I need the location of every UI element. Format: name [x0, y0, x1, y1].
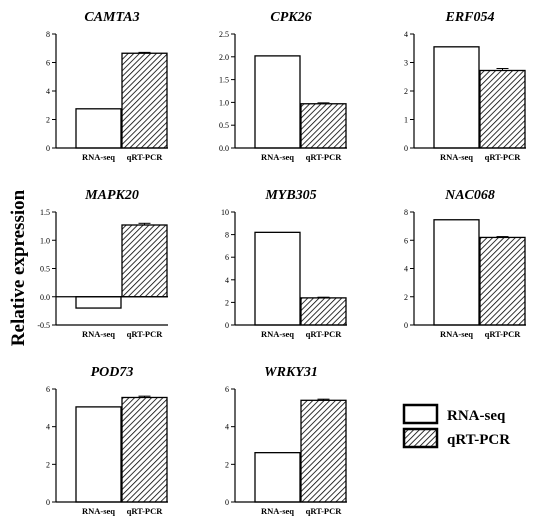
legend-label-rna-seq: RNA-seq	[447, 408, 506, 424]
y-tick-label: 1.5	[40, 208, 50, 217]
y-tick-label: 2	[225, 298, 229, 307]
y-tick-label: 0	[404, 321, 408, 330]
x-tick-label-rna-seq: RNA-seq	[82, 329, 115, 339]
bar-qrt-pcr	[300, 399, 347, 503]
y-tick-label: 8	[404, 208, 408, 217]
y-tick-label: 2	[46, 116, 50, 125]
y-tick-label: 8	[46, 30, 50, 39]
y-tick-label: 0.5	[219, 121, 229, 130]
bar-rna-seq	[433, 219, 480, 326]
x-tick-label-rna-seq: RNA-seq	[440, 329, 473, 339]
panel-nac068: NAC068 0 2 4 6 8 RNA-seq qRT-PCR	[404, 188, 526, 339]
y-tick-label: 6	[225, 253, 229, 262]
panel-title: MYB305	[264, 188, 316, 203]
x-tick-label-rna-seq: RNA-seq	[82, 506, 115, 516]
bar-qrt-pcr	[121, 396, 168, 503]
bar-qrt-pcr	[121, 224, 168, 298]
y-tick-label: 4	[404, 265, 408, 274]
y-tick-label: 4	[46, 423, 50, 432]
panel-title: NAC068	[444, 188, 495, 203]
y-tick-label: 2	[404, 87, 408, 96]
legend-swatch-qrt-pcr	[402, 427, 439, 449]
y-tick-label: 0	[404, 144, 408, 153]
y-tick-label: 0.0	[40, 293, 50, 302]
y-tick-label: 6	[46, 385, 50, 394]
panel-myb305: MYB305 0 2 4 6 8 10 RNA-seq qRT-PCR	[221, 188, 347, 339]
panel-camta3: CAMTA3 0 2 4 6 8 RNA-seq qRT-PCR	[46, 10, 168, 162]
y-tick-label: 1.0	[219, 98, 229, 107]
bar-rna-seq	[75, 108, 122, 149]
y-tick-label: 4	[404, 30, 408, 39]
y-tick-label: 2	[46, 460, 50, 469]
bar-rna-seq	[433, 46, 480, 149]
bar-rna-seq	[75, 406, 122, 503]
y-tick-label: 4	[46, 87, 50, 96]
bar-rna-seq	[75, 296, 122, 309]
bar-qrt-pcr	[121, 52, 168, 149]
y-tick-label: 1.0	[40, 236, 50, 245]
panel-title: POD73	[91, 365, 134, 380]
y-tick-label: 0.5	[40, 265, 50, 274]
y-tick-label: 2.0	[219, 53, 229, 62]
x-tick-label-qrt-pcr: qRT-PCR	[127, 152, 164, 162]
y-tick-label: 0.0	[219, 144, 229, 153]
panel-title: WRKY31	[264, 365, 318, 380]
panel-title: CAMTA3	[84, 10, 139, 25]
x-tick-label-qrt-pcr: qRT-PCR	[306, 152, 343, 162]
panel-wrky31: WRKY31 0 2 4 6 RNA-seq qRT-PCR	[225, 365, 347, 516]
panel-title: ERF054	[444, 10, 494, 25]
bar-qrt-pcr	[300, 103, 347, 149]
y-tick-label: 0	[46, 144, 50, 153]
x-tick-label-rna-seq: RNA-seq	[261, 152, 294, 162]
bar-rna-seq	[254, 55, 301, 149]
x-tick-label-rna-seq: RNA-seq	[261, 506, 294, 516]
y-tick-label: -0.5	[37, 321, 50, 330]
bar-qrt-pcr	[479, 69, 526, 149]
x-tick-label-qrt-pcr: qRT-PCR	[306, 506, 343, 516]
y-tick-label: 4	[225, 276, 229, 285]
y-tick-label: 2.5	[219, 30, 229, 39]
panel-pod73: POD73 0 2 4 6 RNA-seq qRT-PCR	[46, 365, 168, 516]
x-tick-label-qrt-pcr: qRT-PCR	[485, 329, 522, 339]
x-tick-label-qrt-pcr: qRT-PCR	[485, 152, 522, 162]
y-tick-label: 10	[221, 208, 229, 217]
legend: RNA-seq qRT-PCR	[402, 403, 510, 449]
bar-rna-seq	[254, 452, 301, 503]
panel-erf054: ERF054 0 1 2 3 4 RNA-seq qRT-PCR	[404, 10, 526, 162]
y-tick-label: 4	[225, 423, 229, 432]
legend-swatch-rna-seq	[402, 403, 439, 425]
y-tick-label: 0	[225, 498, 229, 507]
bar-qrt-pcr	[300, 297, 347, 326]
x-tick-label-qrt-pcr: qRT-PCR	[127, 329, 164, 339]
panel-mapk20: MAPK20 -0.5 0.0 0.5 1.0 1.5 RNA-seq qRT-PCR	[37, 188, 168, 339]
y-tick-label: 6	[225, 385, 229, 394]
y-tick-label: 6	[46, 59, 50, 68]
bar-rna-seq	[254, 231, 301, 326]
x-tick-label-qrt-pcr: qRT-PCR	[306, 329, 343, 339]
y-tick-label: 3	[404, 59, 408, 68]
x-tick-label-qrt-pcr: qRT-PCR	[127, 506, 164, 516]
y-tick-label: 1	[404, 116, 408, 125]
bar-qrt-pcr	[479, 236, 526, 326]
x-tick-label-rna-seq: RNA-seq	[261, 329, 294, 339]
x-tick-label-rna-seq: RNA-seq	[82, 152, 115, 162]
y-tick-label: 0	[46, 498, 50, 507]
y-tick-label: 6	[404, 236, 408, 245]
y-tick-label: 2	[225, 460, 229, 469]
y-tick-label: 8	[225, 231, 229, 240]
y-tick-label: 1.5	[219, 76, 229, 85]
panel-title: CPK26	[270, 10, 311, 25]
y-tick-label: 0	[225, 321, 229, 330]
y-axis-label: Relative expression	[8, 189, 29, 346]
legend-label-qrt-pcr: qRT-PCR	[447, 432, 510, 448]
panel-title: MAPK20	[84, 188, 139, 203]
y-tick-label: 2	[404, 293, 408, 302]
panel-cpk26: CPK26 0.0 0.5 1.0 1.5 2.0 2.5 RNA-seq qRT-PCR	[219, 10, 347, 162]
x-tick-label-rna-seq: RNA-seq	[440, 152, 473, 162]
panels: CAMTA3 0 2 4 6 8 RNA-seq qRT-PCR CPK26 0.0 0.5 1.0 1…	[37, 10, 526, 516]
